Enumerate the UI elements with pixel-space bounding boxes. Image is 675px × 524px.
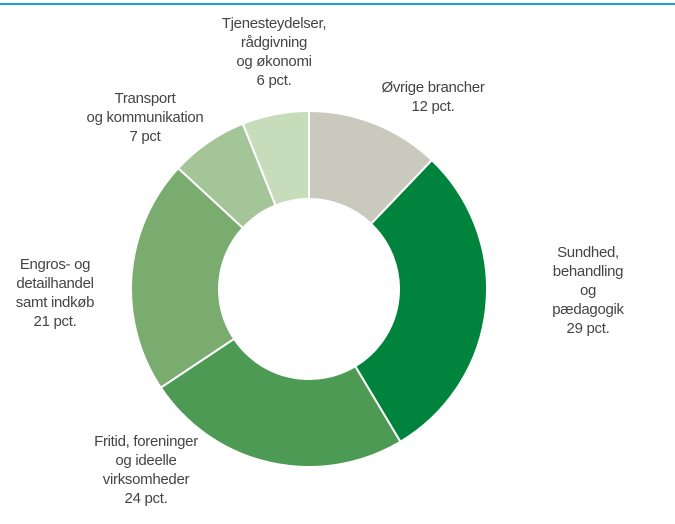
slice-label: Sundhed, behandling og pædagogik 29 pct. [545, 243, 632, 338]
donut-slice [241, 109, 310, 207]
slice-label: Transport og kommunikation 7 pct [87, 89, 204, 146]
category-label: Fritid, foreninger og ideelle virksomhed… [94, 433, 198, 488]
slice-label: Øvrige brancher 12 pct. [381, 78, 484, 116]
donut-slice [353, 158, 488, 444]
category-label: Tjenesteydelser, rådgivning og økonomi [221, 15, 327, 70]
value-label: 7 pct [129, 128, 161, 145]
slice-label: Engros- og detailhandel samt indkøb 21 pc… [15, 255, 95, 331]
top-rule [0, 3, 675, 5]
value-label: 29 pct. [566, 320, 610, 337]
value-label: 21 pct. [33, 313, 77, 330]
value-label: 6 pct. [256, 72, 292, 89]
donut-slice [130, 166, 245, 389]
value-label: 24 pct. [124, 490, 168, 507]
category-label: Sundhed, behandling og pædagogik [552, 244, 624, 318]
slice-label: Fritid, foreninger og ideelle virksomhed… [94, 432, 198, 508]
category-label: Øvrige brancher [381, 79, 485, 96]
slice-label: Tjenesteydelser, rådgivning og økonomi 6 … [221, 14, 327, 90]
category-label: Transport og kommunikation [86, 90, 204, 126]
donut-slice [159, 337, 402, 468]
category-label: Engros- og detailhandel samt indkøb [15, 256, 95, 311]
value-label: 12 pct. [411, 98, 455, 115]
